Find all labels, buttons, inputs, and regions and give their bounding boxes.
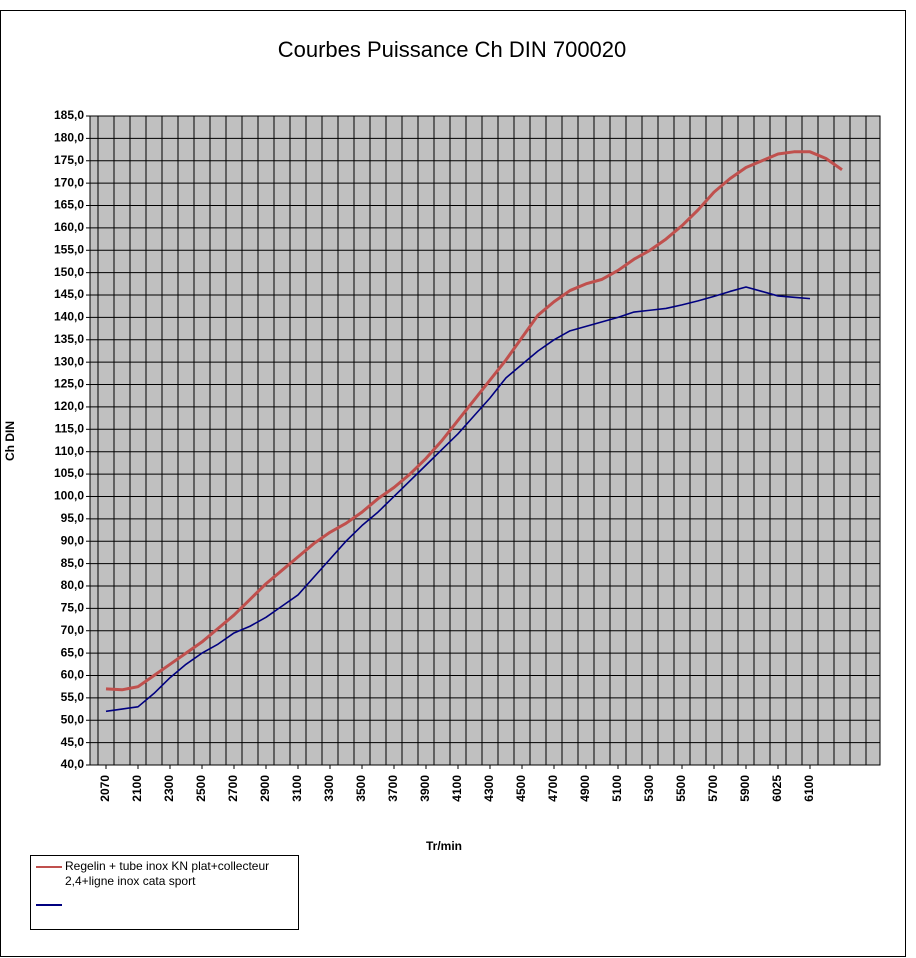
legend-label: Regelin + tube inox KN plat+collecteur 2,… [65, 859, 269, 888]
y-tick-label: 55,0 [61, 690, 85, 704]
x-tick-label: 6100 [802, 775, 816, 802]
x-tick-label: 5900 [738, 775, 752, 802]
y-tick-label: 145,0 [54, 287, 84, 301]
x-tick-label: 2700 [226, 775, 240, 802]
y-tick-label: 40,0 [61, 757, 85, 771]
y-tick-label: 155,0 [54, 242, 84, 256]
series-line [105, 286, 811, 713]
x-tick-label: 6025 [770, 775, 784, 802]
y-axis-title: Ch DIN [3, 421, 17, 461]
x-tick-label: 3500 [354, 775, 368, 802]
x-tick-label: 5100 [610, 775, 624, 802]
x-tick-label: 3900 [418, 775, 432, 802]
y-tick-label: 60,0 [61, 668, 85, 682]
y-tick-label: 150,0 [54, 265, 84, 279]
y-tick-label: 160,0 [54, 220, 84, 234]
chart-title: Courbes Puissance Ch DIN 700020 [278, 37, 627, 62]
x-tick-label: 2900 [258, 775, 272, 802]
x-tick-label: 4900 [578, 775, 592, 802]
x-tick-label: 3100 [290, 775, 304, 802]
y-tick-label: 180,0 [54, 131, 84, 145]
x-tick-label: 5500 [674, 775, 688, 802]
y-tick-label: 170,0 [54, 175, 84, 189]
legend-label-line: 2,4+ligne inox cata sport [65, 874, 196, 888]
series-line [105, 150, 843, 692]
legend-label-line: Regelin + tube inox KN plat+collecteur [65, 859, 269, 873]
x-tick-label: 5700 [706, 775, 720, 802]
x-axis-title: Tr/min [426, 839, 462, 853]
y-tick-label: 175,0 [54, 153, 84, 167]
y-tick-label: 130,0 [54, 354, 84, 368]
y-tick-label: 85,0 [61, 556, 85, 570]
y-tick-label: 45,0 [61, 735, 85, 749]
y-tick-label: 110,0 [55, 444, 85, 458]
x-tick-label: 4100 [450, 775, 464, 802]
y-tick-label: 125,0 [54, 377, 84, 391]
y-tick-label: 120,0 [54, 399, 84, 413]
y-tick-label: 105,0 [54, 466, 84, 480]
y-tick-label: 95,0 [61, 511, 85, 525]
y-tick-label: 75,0 [61, 601, 85, 615]
legend-box [30, 855, 299, 930]
y-tick-label: 65,0 [61, 645, 85, 659]
x-tick-label: 2500 [194, 775, 208, 802]
y-tick-label: 70,0 [61, 623, 85, 637]
y-tick-label: 100,0 [54, 489, 84, 503]
x-tick-label: 2300 [162, 775, 176, 802]
x-tick-label: 4700 [546, 775, 560, 802]
y-tick-label: 80,0 [61, 578, 85, 592]
plot-area [89, 115, 881, 766]
y-tick-label: 185,0 [54, 108, 84, 122]
y-tick-label: 140,0 [54, 310, 84, 324]
x-tick-label: 4300 [482, 775, 496, 802]
x-tick-label: 2100 [130, 775, 144, 802]
x-tick-label: 5300 [642, 775, 656, 802]
y-tick-label: 135,0 [54, 332, 84, 346]
x-tick-label: 4500 [514, 775, 528, 802]
y-tick-label: 165,0 [54, 198, 84, 212]
y-tick-label: 50,0 [61, 712, 85, 726]
y-tick-label: 115,0 [55, 421, 85, 435]
x-tick-label: 3300 [322, 775, 336, 802]
y-tick-label: 90,0 [61, 533, 85, 547]
x-tick-label: 3700 [386, 775, 400, 802]
x-tick-label: 2070 [98, 775, 112, 802]
